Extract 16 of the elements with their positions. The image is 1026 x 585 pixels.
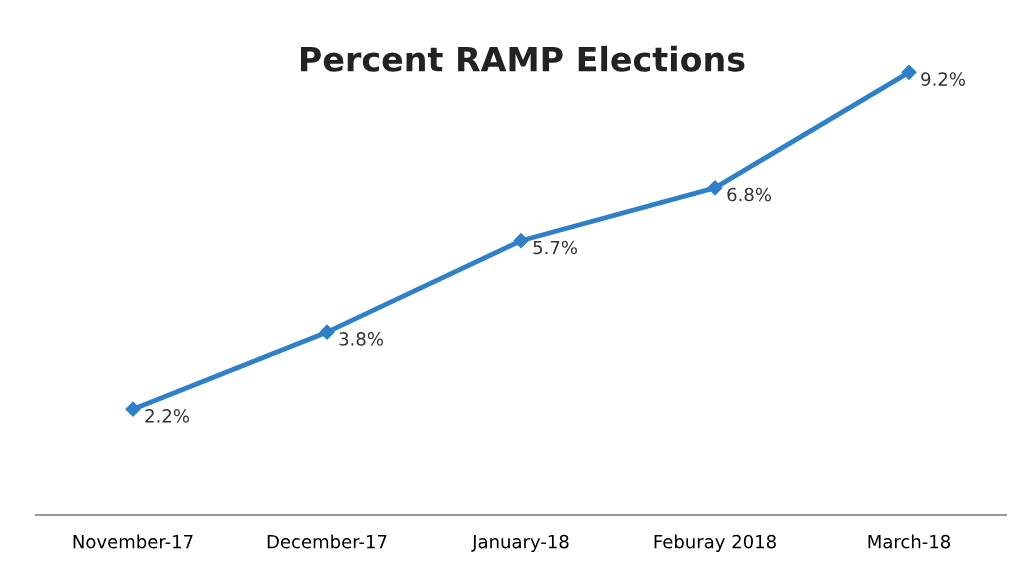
point: [319, 324, 335, 340]
chart-title: Percent RAMP Elections: [300, 45, 745, 72]
data-label: 2.2%: [145, 409, 189, 423]
data-label: 9.2%: [921, 72, 965, 86]
point: [901, 64, 917, 80]
point: [707, 180, 723, 196]
point: [125, 401, 141, 417]
x-tick-label: December-17: [267, 534, 387, 549]
x-tick-label: January-18: [471, 534, 569, 552]
data-label: 5.7%: [533, 240, 577, 255]
point: [513, 233, 529, 249]
x-tick-label: November-17: [73, 534, 193, 549]
x-tick-label: March-18: [868, 534, 951, 549]
data-label: 6.8%: [727, 187, 771, 202]
data-label: 3.8%: [339, 332, 383, 346]
x-tick-label: Feburay 2018: [654, 534, 776, 552]
